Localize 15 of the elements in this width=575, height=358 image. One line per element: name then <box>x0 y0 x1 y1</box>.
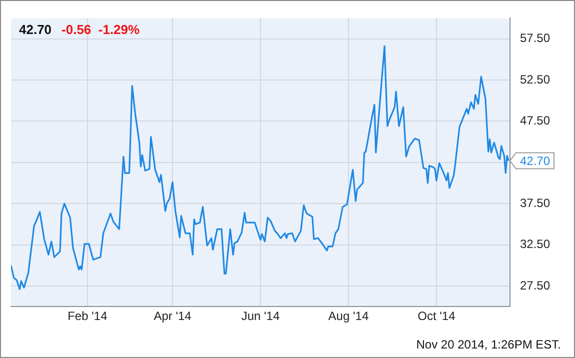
y-tick-label: 57.50 <box>520 31 550 46</box>
y-tick-label: 27.50 <box>520 278 550 292</box>
y-tick-label: 37.50 <box>520 196 550 210</box>
x-tick-label: Jun '14 <box>241 309 280 324</box>
annotation: 42.70 <box>520 154 550 168</box>
x-tick-label: Apr '14 <box>154 309 192 324</box>
x-tick-label: Aug '14 <box>328 309 369 324</box>
y-tick-label: 32.50 <box>520 237 550 252</box>
x-tick-label: Feb '14 <box>68 309 108 324</box>
x-tick-label: Oct '14 <box>418 309 456 324</box>
chart-subtitle: -0.56 -1.29% <box>62 22 140 37</box>
y-tick-label: 47.50 <box>520 114 550 128</box>
y-tick-label: 52.50 <box>520 72 550 86</box>
chart-title: 42.70 <box>19 22 52 37</box>
text: Nov 20 2014, 1:26PM EST. <box>416 337 561 352</box>
